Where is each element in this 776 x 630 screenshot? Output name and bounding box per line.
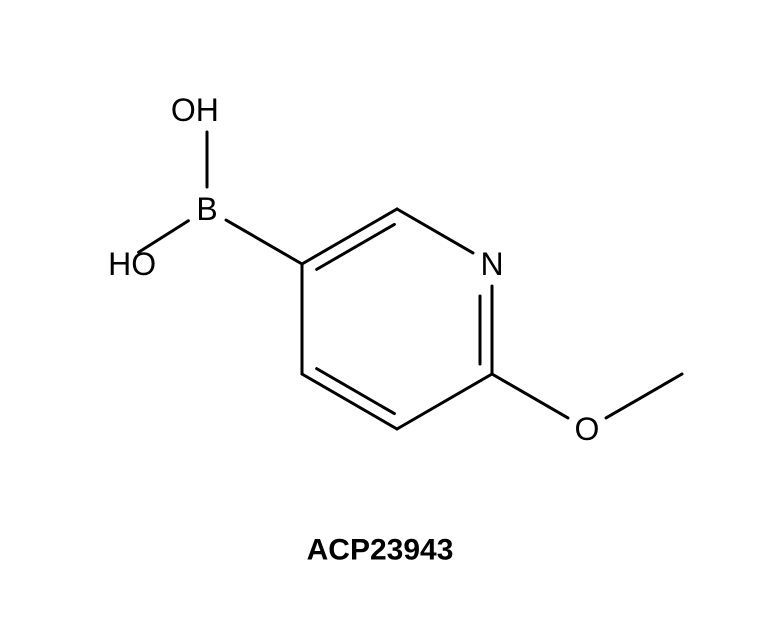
bond-C5-C6: [302, 374, 397, 429]
atom-label-O8: OH: [171, 92, 219, 128]
bond-C5-C6-2: [317, 369, 395, 414]
bond-C1-C2-2: [317, 224, 395, 269]
atom-label-B7: B: [196, 191, 217, 227]
molecule-diagram: N B OH HO O ACP23943: [0, 0, 776, 630]
atom-label-O9: HO: [108, 246, 156, 282]
bond-C1-C2: [302, 209, 397, 264]
compound-id-caption: ACP23943: [307, 534, 454, 567]
bonds-layer: [139, 132, 682, 429]
bond-O10-C11: [606, 374, 682, 418]
atom-label-N3: N: [480, 246, 503, 282]
bond-C4-O10: [492, 374, 568, 418]
atom-label-O10: O: [575, 411, 600, 447]
bond-C4-C5: [397, 374, 492, 429]
bond-C2-N3: [397, 209, 473, 253]
bond-C1-B7: [226, 220, 302, 264]
